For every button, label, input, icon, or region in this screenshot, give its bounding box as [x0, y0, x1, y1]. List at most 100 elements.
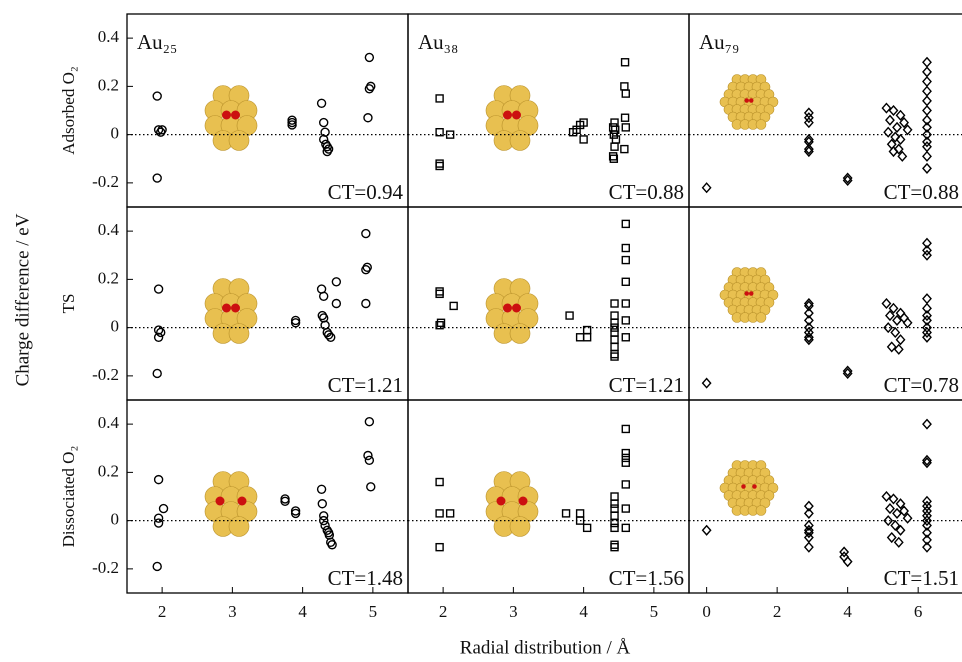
cluster-inset	[204, 85, 258, 151]
point	[331, 298, 342, 309]
point	[922, 418, 932, 430]
cluster-inset	[485, 471, 539, 537]
oxygen-atom	[512, 303, 521, 313]
point	[621, 123, 630, 132]
point	[610, 518, 619, 528]
y-tick-label: 0	[111, 510, 120, 529]
point	[610, 492, 619, 501]
point	[611, 125, 620, 135]
point	[621, 333, 630, 342]
point	[287, 120, 297, 130]
point	[893, 343, 904, 355]
x-axis-label: Radial distribution / Å	[460, 637, 631, 658]
point	[621, 424, 630, 434]
point	[922, 244, 932, 256]
point	[701, 524, 712, 536]
point	[922, 104, 932, 117]
point	[575, 333, 585, 342]
x-tick-label: 6	[914, 602, 923, 621]
oxygen-atom	[231, 110, 240, 120]
point	[435, 159, 444, 168]
point	[922, 114, 932, 126]
point	[842, 556, 853, 568]
point	[922, 534, 932, 546]
cluster-inset	[719, 460, 779, 516]
point	[922, 314, 932, 326]
x-tick-label: 2	[158, 602, 167, 621]
point	[153, 332, 164, 342]
point	[435, 128, 444, 137]
point	[922, 310, 932, 322]
point	[883, 126, 894, 138]
point	[803, 300, 814, 312]
point	[157, 125, 167, 135]
oxygen-atom	[744, 98, 749, 103]
point	[610, 142, 619, 151]
point	[621, 299, 630, 308]
point	[363, 450, 373, 461]
point	[922, 56, 932, 68]
point	[435, 94, 444, 103]
point	[892, 314, 902, 326]
point	[610, 311, 619, 320]
point	[620, 113, 630, 122]
point	[895, 334, 906, 346]
oxygen-atom	[518, 496, 528, 506]
point	[610, 323, 619, 332]
point	[803, 145, 814, 158]
point	[319, 515, 329, 526]
x-tick-label: 4	[579, 602, 588, 621]
point	[610, 540, 619, 549]
y-tick-label: -0.2	[92, 172, 119, 191]
point	[922, 302, 932, 314]
cluster-inset	[485, 85, 539, 151]
point	[620, 144, 629, 154]
cluster-inset	[719, 267, 779, 323]
ct-annotation: CT=0.78	[884, 373, 959, 397]
y-tick-label: -0.2	[92, 558, 119, 577]
point	[902, 512, 913, 524]
point	[701, 182, 712, 194]
oxygen-atom	[237, 496, 247, 506]
point	[803, 519, 814, 532]
point	[888, 302, 899, 314]
y-tick-label: 0.2	[98, 75, 119, 94]
ct-annotation: CT=1.56	[609, 566, 684, 590]
point	[361, 298, 371, 309]
point	[922, 162, 932, 174]
point	[364, 84, 375, 94]
oxygen-atom	[752, 484, 757, 489]
point	[319, 511, 329, 521]
panel-frame	[126, 206, 409, 401]
point	[881, 102, 892, 114]
point	[609, 154, 619, 163]
point	[364, 52, 375, 63]
point	[621, 89, 630, 98]
point	[902, 317, 913, 329]
gold-atom	[755, 505, 767, 516]
point	[842, 367, 853, 380]
point	[899, 117, 910, 129]
point	[922, 129, 932, 141]
ct-annotation: CT=0.88	[884, 180, 959, 204]
point	[153, 325, 164, 335]
point	[445, 509, 455, 518]
point	[922, 527, 932, 539]
point	[803, 117, 814, 129]
point	[435, 477, 444, 487]
ct-annotation: CT=0.94	[328, 180, 404, 204]
point	[361, 228, 371, 239]
oxygen-atom	[503, 303, 512, 313]
point	[319, 117, 329, 128]
point	[319, 291, 329, 301]
point	[803, 326, 814, 339]
panel-title: Au₃₈	[418, 30, 458, 54]
panel-title: Au₇₉	[699, 30, 739, 54]
point	[701, 377, 712, 389]
point	[280, 496, 290, 507]
gold-atom	[509, 130, 531, 151]
point	[897, 150, 908, 162]
point	[839, 546, 850, 558]
point	[621, 480, 630, 489]
